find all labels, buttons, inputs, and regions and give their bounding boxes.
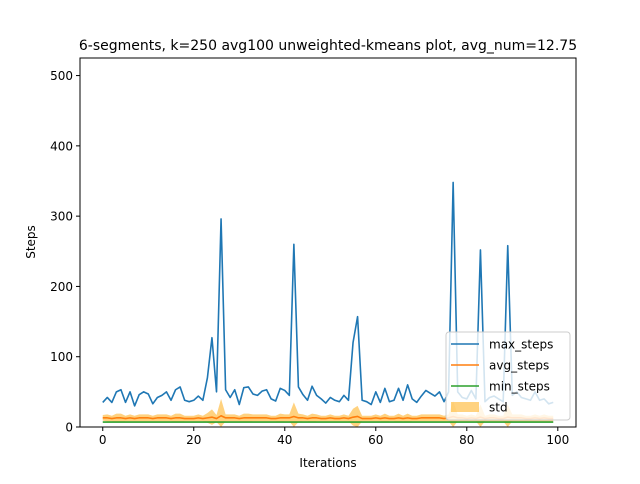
x-tick-label: 60 — [368, 433, 383, 447]
axes-frame — [79, 57, 577, 428]
series-std-band — [102, 398, 554, 427]
y-axis-label: Steps — [24, 225, 38, 259]
y-tick-label: 400 — [50, 139, 73, 153]
x-axis: 0 20 40 60 80 100 — [99, 427, 569, 447]
legend-label: std — [489, 401, 508, 415]
x-axis-label: Iterations — [299, 456, 356, 470]
x-tick-label: 40 — [277, 433, 292, 447]
y-tick-label: 100 — [50, 350, 73, 364]
x-tick-label: 100 — [546, 433, 569, 447]
y-tick-label: 500 — [50, 69, 73, 83]
y-tick-label: 0 — [65, 421, 73, 435]
legend-swatch-std — [451, 402, 479, 412]
x-tick-label: 20 — [186, 433, 201, 447]
series-max-steps-line — [102, 181, 554, 407]
y-tick-label: 200 — [50, 280, 73, 294]
legend-label: min_steps — [489, 380, 550, 394]
x-tick-label: 0 — [99, 433, 107, 447]
chart-title: 6-segments, k=250 avg100 unweighted-kmea… — [79, 38, 577, 54]
x-tick-label: 80 — [459, 433, 474, 447]
y-tick-label: 300 — [50, 210, 73, 224]
legend-label: avg_steps — [489, 359, 549, 373]
legend-box — [445, 331, 571, 421]
y-axis: 0 100 200 300 400 500 — [50, 69, 80, 435]
legend-label: max_steps — [489, 338, 553, 352]
